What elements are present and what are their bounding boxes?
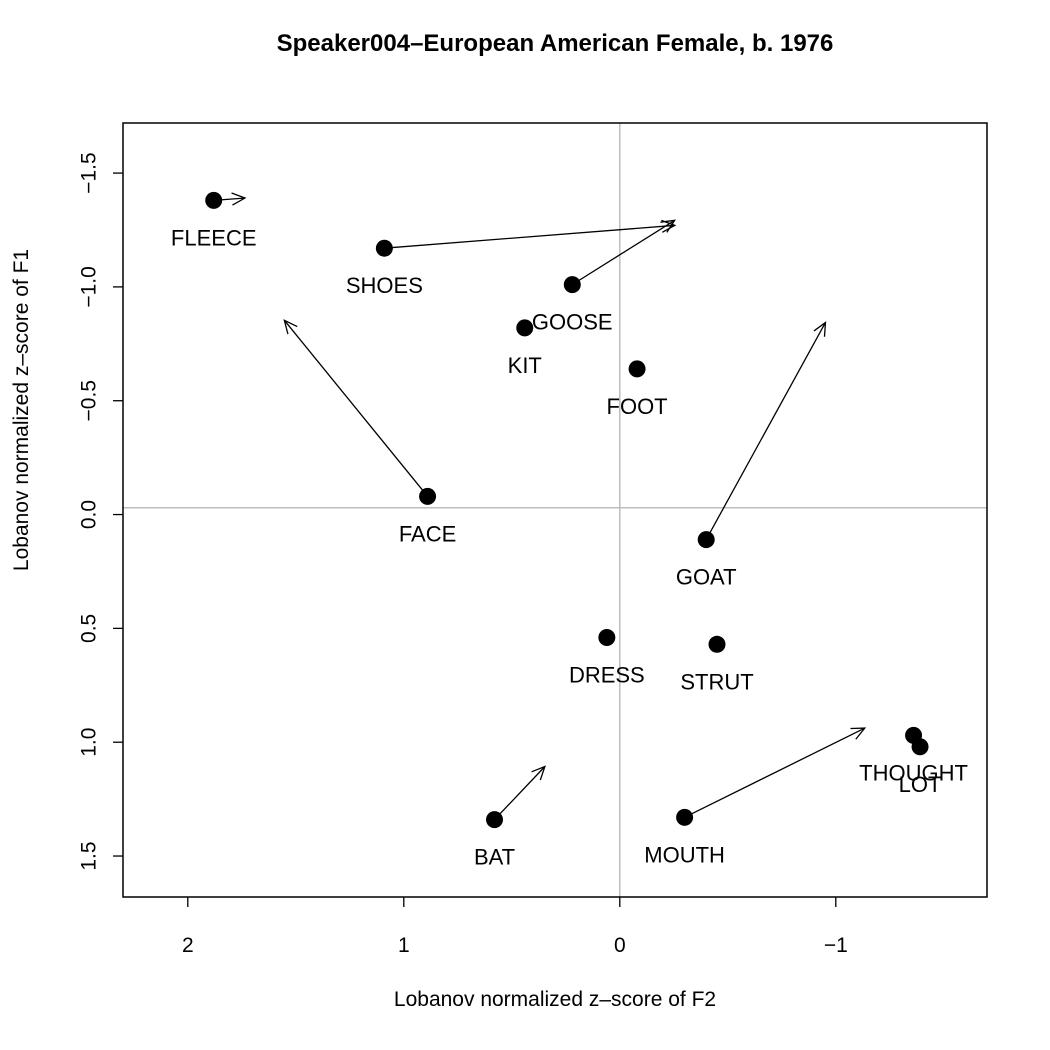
label-goose: GOOSE (532, 310, 613, 335)
point-face (419, 487, 437, 505)
y-tick-label: 0.5 (78, 614, 101, 643)
point-bat (486, 811, 504, 829)
y-tick-label: 0.0 (78, 500, 101, 529)
y-tick-label: 1.0 (78, 728, 101, 757)
arrow-goose (571, 219, 676, 286)
point-foot (628, 360, 646, 378)
x-tick-label: 2 (182, 934, 194, 957)
point-kit (516, 319, 534, 337)
y-tick-label: −0.5 (78, 380, 101, 421)
x-tick-label: 0 (614, 934, 626, 957)
chart-title: Speaker004–European American Female, b. … (276, 30, 834, 57)
arrow-goat (705, 321, 827, 540)
x-axis-label: Lobanov normalized z–score of F2 (393, 988, 717, 1011)
x-tick-label: 1 (398, 934, 410, 957)
y-tick-label: 1.5 (78, 841, 101, 870)
arrow-mouth (684, 727, 867, 818)
label-thought: THOUGHT (859, 760, 968, 785)
label-bat: BAT (474, 845, 515, 870)
label-mouth: MOUTH (644, 842, 725, 867)
plot-frame (122, 122, 988, 898)
point-lot (911, 738, 929, 756)
point-strut (708, 635, 726, 653)
label-dress: DRESS (569, 662, 645, 687)
label-lot: LOT (899, 772, 942, 797)
point-dress (598, 628, 616, 646)
label-face: FACE (399, 521, 456, 546)
x-tick-label: −1 (824, 934, 848, 957)
label-kit: KIT (508, 353, 542, 378)
point-shoes (375, 239, 393, 257)
point-goat (697, 531, 715, 549)
arrow-face (283, 319, 429, 497)
label-foot: FOOT (607, 394, 668, 419)
point-mouth (676, 808, 694, 826)
label-fleece: FLEECE (171, 225, 257, 250)
arrow-shoes (384, 219, 677, 249)
y-tick-label: −1.0 (78, 266, 101, 307)
arrow-bat (494, 765, 546, 821)
point-goose (563, 276, 581, 294)
point-fleece (205, 191, 223, 209)
y-tick-label: −1.5 (78, 152, 101, 193)
label-shoes: SHOES (346, 273, 423, 298)
label-goat: GOAT (676, 565, 737, 590)
label-strut: STRUT (680, 669, 753, 694)
